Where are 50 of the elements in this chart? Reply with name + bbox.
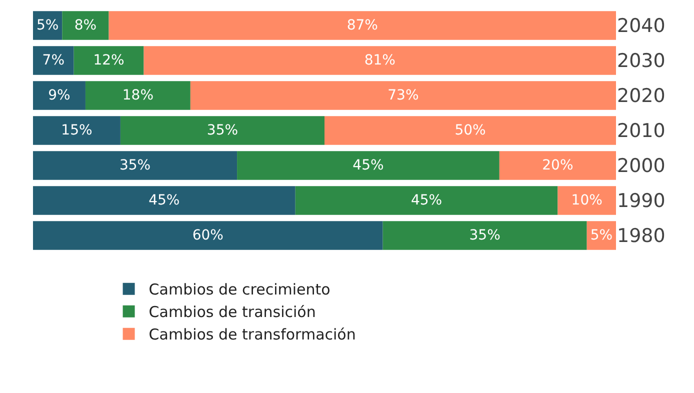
y-tick-label: 2040: [617, 15, 666, 38]
y-tick-label: 2010: [617, 120, 666, 142]
data-label: 18%: [122, 88, 154, 104]
data-label: 45%: [410, 192, 442, 208]
data-label: 35%: [469, 228, 500, 244]
data-label: 8%: [74, 18, 97, 34]
data-label: 81%: [364, 52, 396, 68]
data-label: 5%: [36, 18, 59, 34]
bar: [382, 221, 587, 250]
bar: [295, 186, 558, 215]
data-label: 10%: [571, 192, 602, 208]
bar: [237, 151, 500, 180]
bar: [74, 46, 144, 75]
bar: [120, 116, 324, 145]
data-label: 73%: [388, 88, 419, 104]
y-tick-label: 2030: [617, 50, 666, 72]
data-label: 15%: [61, 122, 92, 138]
bar: [108, 11, 616, 40]
data-label: 12%: [93, 52, 124, 68]
bar: [33, 186, 296, 215]
data-label: 50%: [454, 122, 486, 138]
legend-label: Cambios de transformación: [148, 326, 356, 344]
data-label: 5%: [590, 228, 613, 244]
bar: [33, 46, 74, 75]
bar: [144, 46, 616, 75]
data-label: 35%: [206, 122, 238, 138]
y-tick-label: 2020: [617, 85, 666, 108]
bar: [62, 11, 109, 40]
bar: [85, 81, 190, 110]
y-tick-label: 1980: [617, 225, 666, 248]
bar: [33, 151, 238, 180]
data-label: 87%: [346, 18, 378, 34]
y-tick-label: 2000: [617, 155, 666, 178]
data-label: 60%: [192, 228, 224, 244]
bar: [33, 116, 120, 145]
bar: [190, 81, 616, 110]
data-label: 7%: [42, 52, 65, 68]
data-label: 35%: [119, 158, 151, 174]
legend-label: Cambios de transición: [148, 303, 316, 322]
bar: [499, 151, 616, 180]
data-label: 45%: [148, 192, 180, 208]
data-label: 20%: [542, 158, 574, 174]
data-label: 9%: [48, 88, 70, 104]
legend-label: Cambios de crecimiento: [148, 280, 330, 299]
bar: [324, 116, 616, 145]
bar: [558, 186, 616, 215]
bar: [33, 81, 86, 110]
y-tick-label: 1990: [617, 190, 666, 212]
data-label: 45%: [352, 158, 384, 174]
bar: [33, 221, 383, 250]
